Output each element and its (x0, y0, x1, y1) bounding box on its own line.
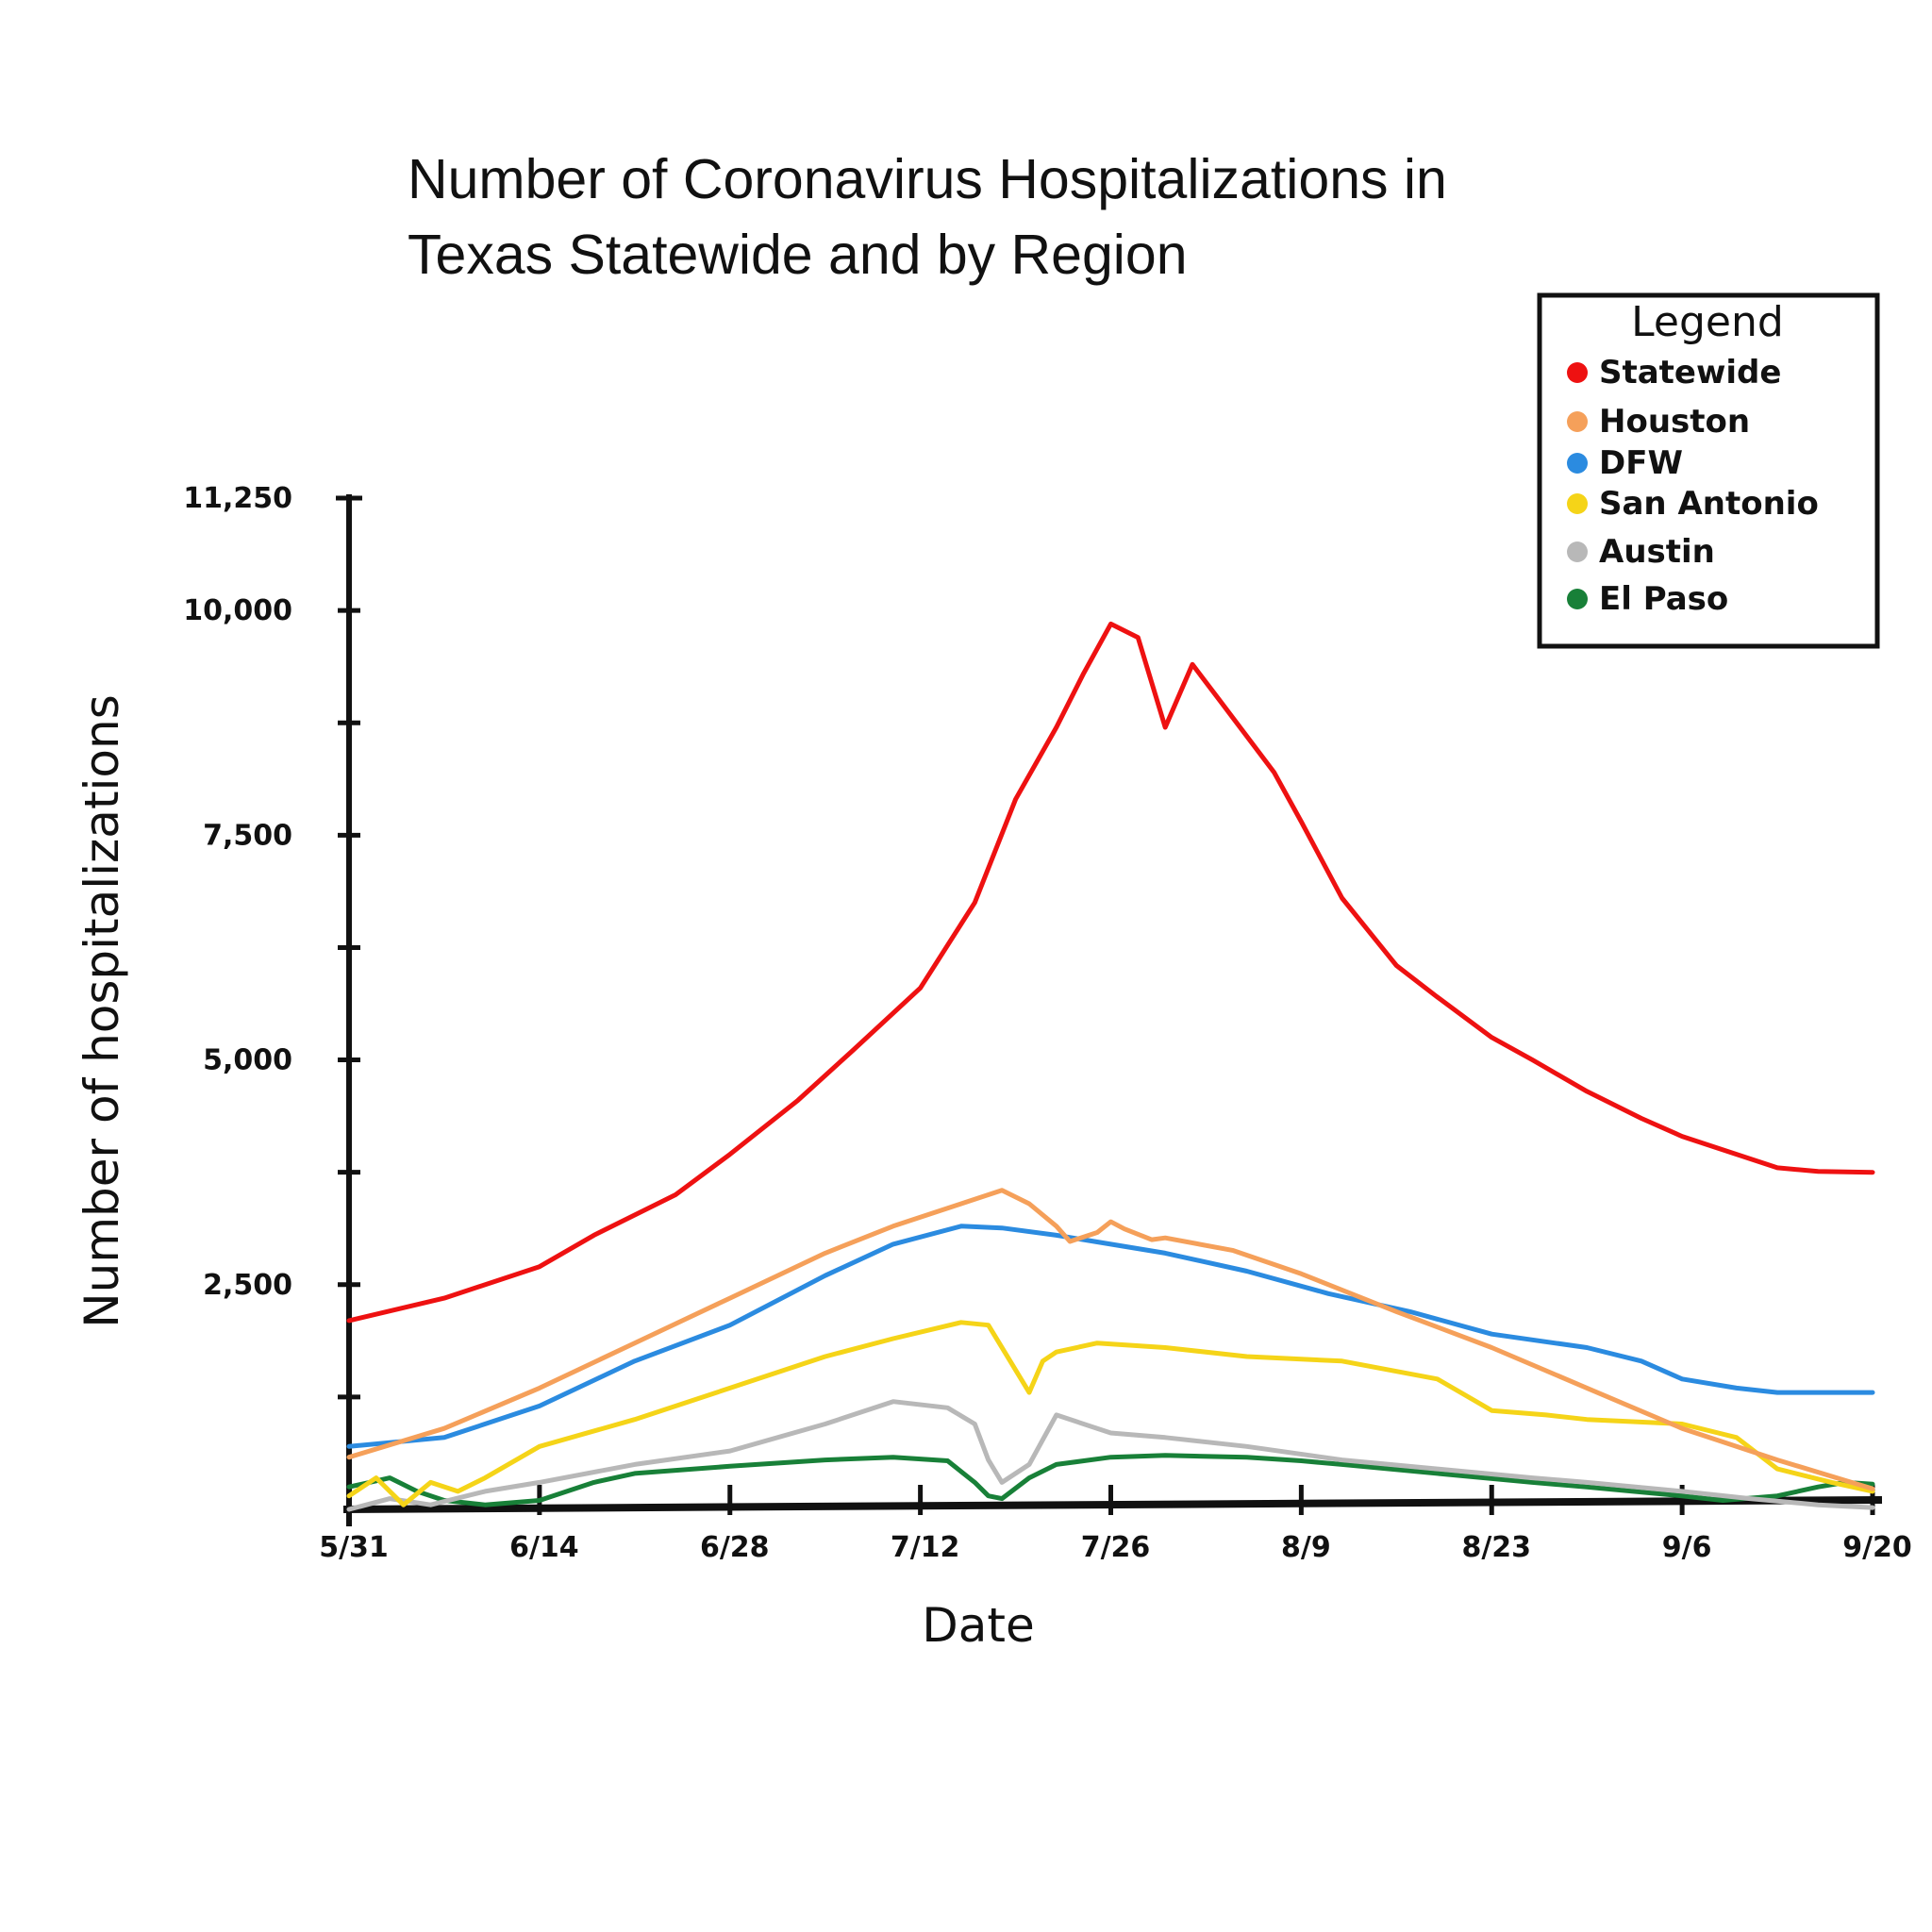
legend-label: Austin (1599, 533, 1715, 571)
x-tick-label: 7/12 (891, 1531, 960, 1564)
legend-title: Legend (1631, 298, 1784, 346)
x-axis-label: Date (922, 1598, 1035, 1653)
y-tick-label: 2,500 (203, 1269, 292, 1302)
legend-marker (1567, 362, 1588, 383)
x-tick-label: 8/9 (1281, 1531, 1331, 1564)
legend-label: El Paso (1599, 580, 1728, 618)
series-line-dfw (346, 1224, 1875, 1449)
x-tick-label: 8/23 (1461, 1531, 1531, 1564)
series-line-statewide (346, 621, 1875, 1324)
legend-marker (1567, 453, 1588, 474)
legend-box (1537, 292, 1880, 649)
y-tick-label: 10,000 (183, 594, 292, 627)
axes (336, 494, 1883, 1526)
y-axis-label: Number of hospitalizations (75, 694, 129, 1328)
y-tick-label: 5,000 (203, 1044, 292, 1077)
legend-marker (1567, 541, 1588, 562)
legend-marker (1567, 493, 1588, 514)
x-tick-label: 5/31 (319, 1531, 389, 1564)
legend-marker (1567, 411, 1588, 432)
chart-title-line-1: Number of Coronavirus Hospitalizations i… (408, 148, 1447, 210)
y-tick-label: 7,500 (203, 819, 292, 852)
x-tick-label: 6/14 (509, 1531, 579, 1564)
legend-label: Statewide (1599, 354, 1781, 391)
x-tick-label: 9/20 (1842, 1531, 1912, 1564)
legend-label: Houston (1599, 403, 1750, 441)
tick-labels: 2,500 5,000 7,500 10,000 11,250 5/31 6/14 6/28 7… (183, 482, 1912, 1564)
x-tick-label: 9/6 (1662, 1531, 1712, 1564)
series-line-el-paso (346, 1453, 1875, 1507)
chart-title-line-2: Texas Statewide and by Region (408, 224, 1188, 286)
legend-label: DFW (1599, 444, 1683, 482)
plot-area (346, 621, 1875, 1512)
x-tick-label: 6/28 (700, 1531, 770, 1564)
x-tick-label: 7/26 (1081, 1531, 1151, 1564)
legend-label: San Antonio (1599, 485, 1819, 523)
legend-marker (1567, 589, 1588, 609)
series-line-san-antonio (346, 1320, 1875, 1507)
series-line-austin (346, 1399, 1875, 1512)
y-tick-label: 11,250 (183, 482, 292, 515)
series-line-houston (346, 1188, 1875, 1491)
